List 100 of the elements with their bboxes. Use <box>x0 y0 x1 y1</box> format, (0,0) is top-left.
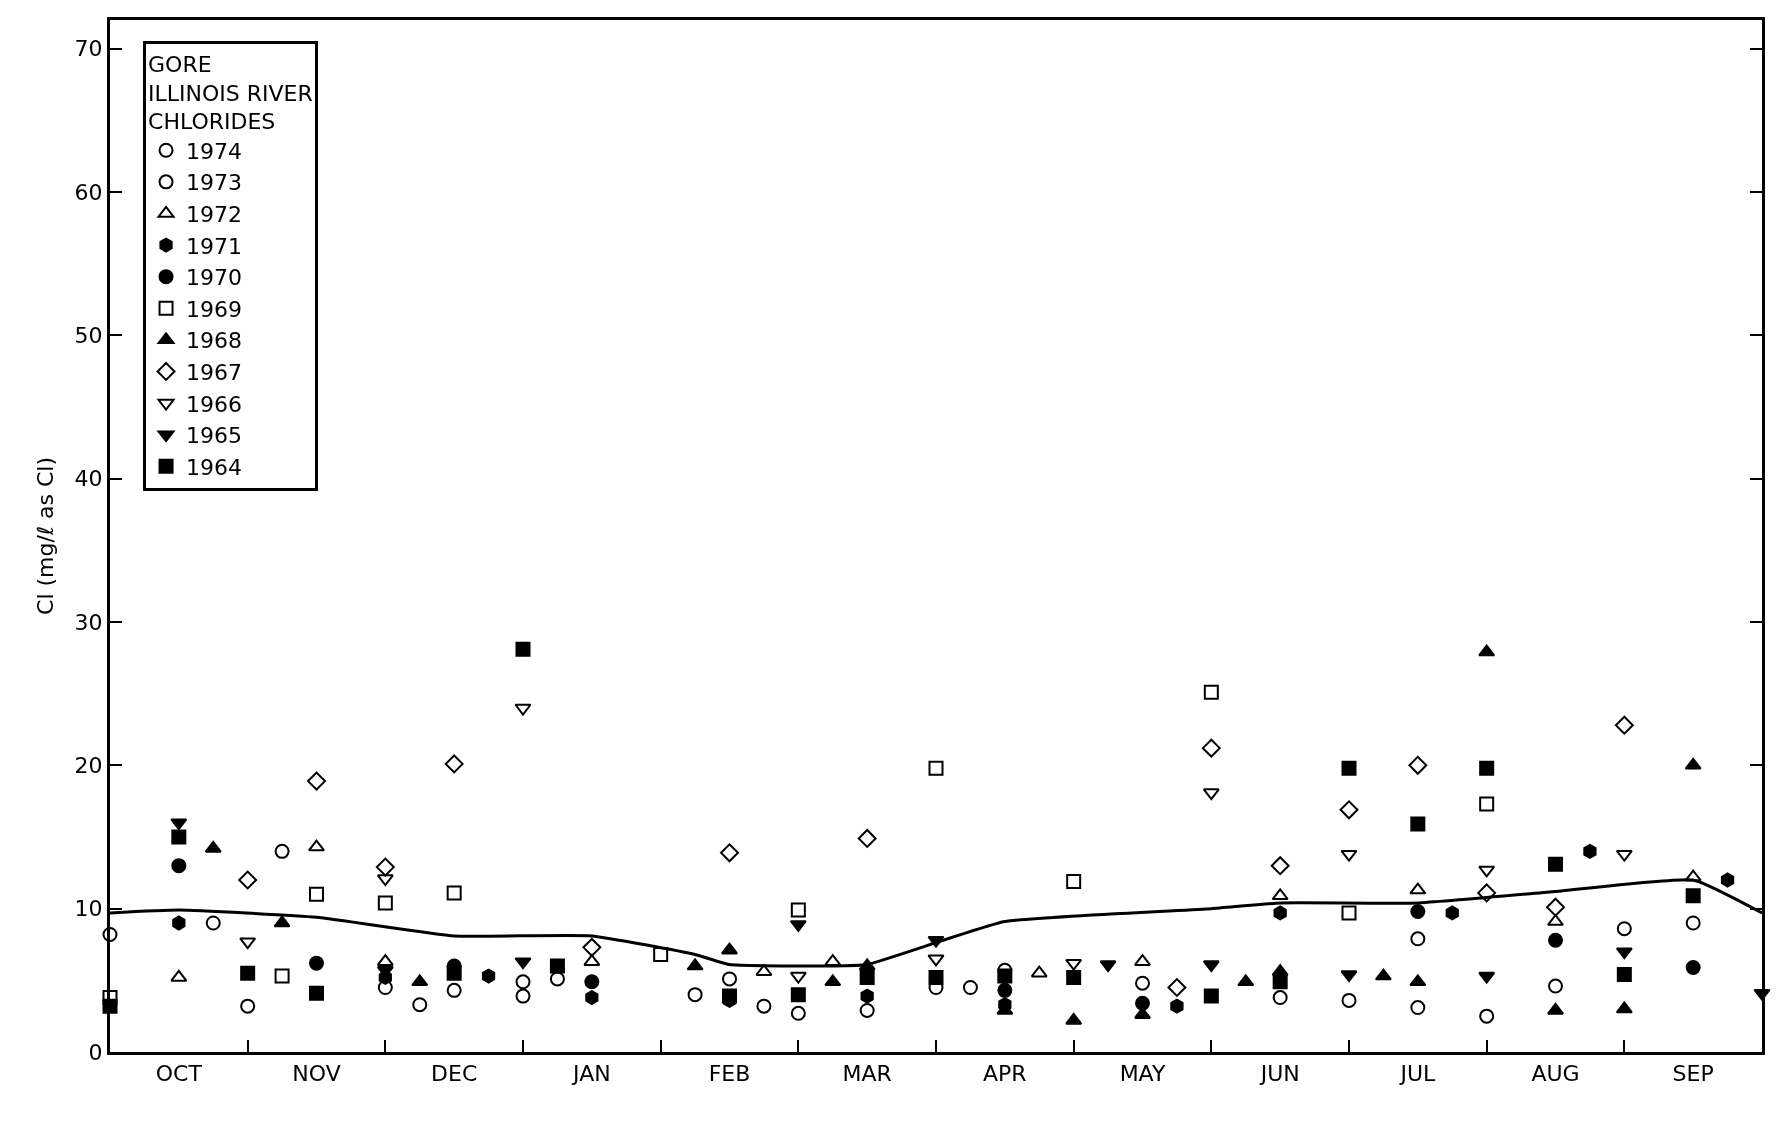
point <box>514 703 532 716</box>
point <box>170 818 188 831</box>
legend-label: 1965 <box>186 423 243 449</box>
point <box>857 828 877 848</box>
point <box>1409 974 1427 987</box>
point <box>515 641 531 657</box>
point <box>446 982 462 998</box>
x-tick-label: JUN <box>1258 1061 1300 1087</box>
x-tick-label: SEP <box>1672 1061 1714 1087</box>
point <box>789 971 807 984</box>
point <box>204 840 222 853</box>
y-tick-label: 70 <box>74 36 103 62</box>
point <box>1030 965 1048 978</box>
point <box>928 969 944 985</box>
point <box>584 974 600 990</box>
point <box>1135 975 1150 991</box>
point <box>515 988 531 1004</box>
x-tick-label: DEC <box>431 1061 478 1087</box>
point <box>1341 992 1357 1008</box>
point <box>412 997 428 1013</box>
legend-label: 1967 <box>186 360 243 386</box>
point <box>274 843 290 859</box>
legend-label: 1964 <box>186 454 243 480</box>
point <box>481 968 496 984</box>
point <box>309 955 324 971</box>
point <box>238 870 258 890</box>
point <box>582 937 602 957</box>
point <box>1237 974 1255 987</box>
point <box>1066 873 1082 889</box>
y-axis-title: Cl (mg/ℓ as Cl) <box>33 457 59 615</box>
legend-label: 1969 <box>186 296 243 322</box>
point <box>997 982 1013 998</box>
point <box>1167 978 1187 997</box>
point <box>171 858 187 874</box>
point <box>1341 905 1357 921</box>
point <box>1478 865 1496 878</box>
point <box>1684 757 1702 770</box>
point <box>1135 995 1150 1011</box>
point <box>860 988 874 1004</box>
point <box>1065 958 1083 971</box>
point <box>240 998 256 1014</box>
point <box>1614 715 1634 735</box>
point <box>1273 905 1287 921</box>
point <box>653 947 669 963</box>
y-tick-label: 40 <box>74 466 103 492</box>
legend-label: 1971 <box>186 233 243 259</box>
point <box>1548 932 1563 948</box>
point <box>1272 990 1288 1006</box>
point <box>1270 856 1290 876</box>
point <box>171 829 187 845</box>
point <box>1065 1012 1083 1025</box>
x-tick-label: APR <box>983 1061 1027 1087</box>
point <box>1374 968 1392 981</box>
point <box>1339 800 1359 820</box>
legend-label: 1974 <box>186 138 243 164</box>
point <box>1410 816 1426 832</box>
point <box>375 857 395 877</box>
point <box>790 987 806 1003</box>
point <box>790 902 806 918</box>
point <box>1685 888 1701 904</box>
point <box>1479 796 1495 812</box>
point <box>1170 998 1184 1014</box>
point <box>1410 1000 1426 1016</box>
point <box>102 926 118 942</box>
point <box>1583 843 1597 859</box>
point <box>446 965 462 981</box>
point <box>205 915 221 931</box>
point <box>722 988 737 1004</box>
y-tick-label: 0 <box>88 1039 103 1065</box>
point <box>549 958 565 974</box>
point <box>549 971 565 987</box>
point <box>720 843 739 863</box>
point <box>273 915 291 928</box>
point <box>1410 904 1426 920</box>
point <box>1272 974 1288 990</box>
point <box>172 915 186 931</box>
legend-label: 1973 <box>186 170 243 196</box>
point <box>1479 760 1495 776</box>
point <box>1409 882 1427 895</box>
point <box>928 760 944 776</box>
y-tick-label: 10 <box>74 896 103 922</box>
point <box>377 980 393 995</box>
y-tick-label: 20 <box>74 753 103 779</box>
legend-label: 1968 <box>186 328 243 354</box>
point <box>1685 959 1701 975</box>
point <box>444 754 464 774</box>
x-tick-label: FEB <box>708 1061 751 1087</box>
point <box>962 980 978 995</box>
point <box>1548 856 1563 872</box>
legend-label: 1970 <box>186 265 243 291</box>
point <box>722 971 737 987</box>
point <box>1203 988 1219 1004</box>
point <box>377 895 393 911</box>
x-tick-label: MAY <box>1119 1061 1166 1087</box>
point <box>1479 1008 1495 1024</box>
point <box>1720 872 1735 888</box>
point <box>1616 967 1632 983</box>
point <box>309 886 324 902</box>
point <box>859 1002 875 1018</box>
y-tick-label: 60 <box>74 179 103 205</box>
